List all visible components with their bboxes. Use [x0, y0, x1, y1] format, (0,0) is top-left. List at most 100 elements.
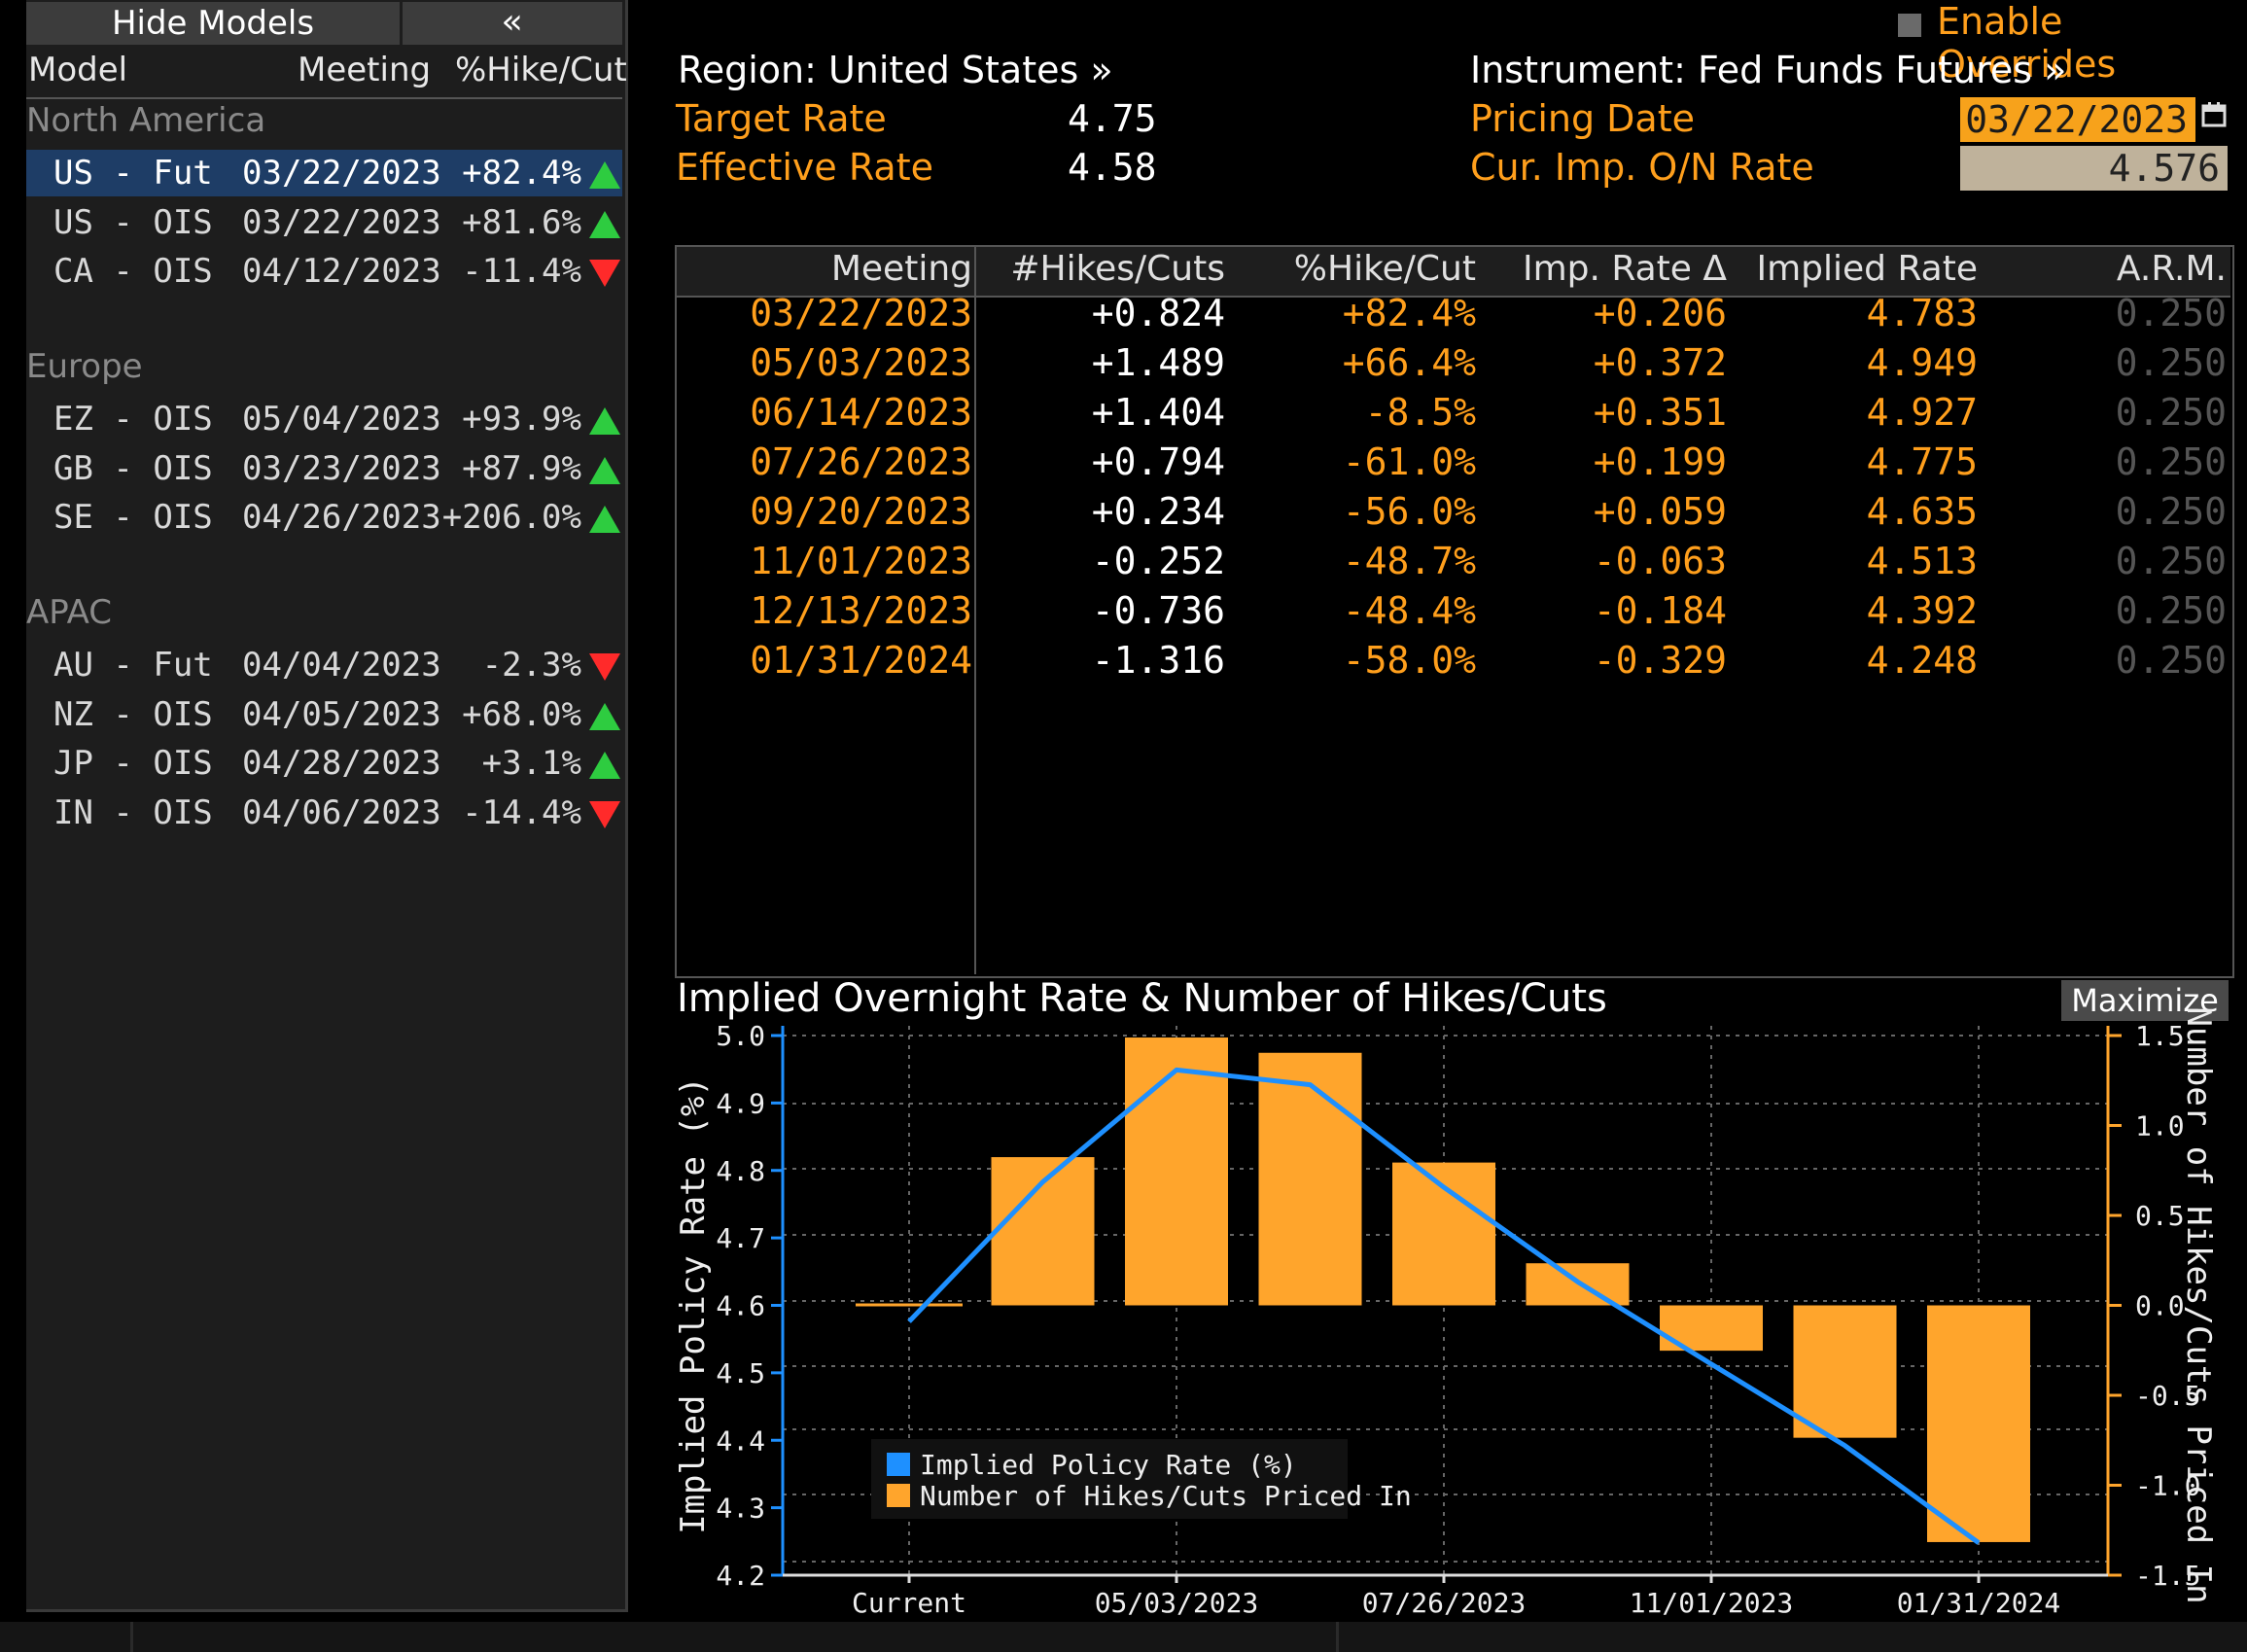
x-tick-label: 07/26/2023: [1362, 1587, 1527, 1619]
table-cell: 4.775: [1866, 440, 1978, 483]
collapse-panel-icon[interactable]: «: [403, 2, 622, 45]
left-tick-label: 4.3: [716, 1493, 765, 1525]
right-tick-label: -1.5: [2135, 1560, 2200, 1592]
region-heading: North America: [26, 101, 266, 140]
chart-title: Implied Overnight Rate & Number of Hikes…: [677, 976, 1607, 1021]
model-name: IN - OIS: [53, 792, 213, 832]
model-row[interactable]: SE - OIS 04/26/2023 +206.0%: [26, 494, 622, 541]
model-name: JP - OIS: [53, 744, 213, 783]
table-cell: -8.5%: [1364, 391, 1476, 434]
table-cell: +0.234: [1091, 490, 1225, 533]
table-cell: -48.7%: [1342, 540, 1476, 582]
model-meeting-date: 04/12/2023: [242, 252, 441, 291]
table-cell: +0.199: [1593, 440, 1727, 483]
th-implied-rate[interactable]: Implied Rate: [1756, 249, 1978, 289]
table-cell: +82.4%: [1342, 292, 1476, 334]
right-tick-label: 1.0: [2135, 1110, 2185, 1142]
table-cell: -48.4%: [1342, 589, 1476, 632]
model-name: AU - Fut: [53, 646, 213, 685]
model-meeting-date: 03/22/2023: [242, 202, 441, 242]
model-pct: -14.4%: [462, 792, 581, 832]
left-tick-label: 4.9: [716, 1087, 765, 1119]
model-row[interactable]: NZ - OIS 04/05/2023 +68.0%: [26, 691, 622, 738]
status-bar: [0, 1622, 2247, 1652]
calendar-icon[interactable]: [2201, 101, 2227, 128]
table-cell: 0.250: [2115, 589, 2227, 632]
model-row[interactable]: IN - OIS 04/06/2023 -14.4%: [26, 790, 622, 836]
model-pct: -11.4%: [462, 252, 581, 291]
model-pct: +206.0%: [441, 498, 581, 537]
model-meeting-date: 04/06/2023: [242, 792, 441, 832]
table-cell-meeting[interactable]: 07/26/2023: [750, 440, 972, 483]
table-cell-meeting[interactable]: 06/14/2023: [750, 391, 972, 434]
target-rate-value: 4.75: [1068, 97, 1157, 140]
table-cell: +0.206: [1593, 292, 1727, 334]
hide-models-button[interactable]: Hide Models: [26, 2, 400, 45]
table-cell: -56.0%: [1342, 490, 1476, 533]
hikes-bar: [1927, 1305, 2030, 1542]
model-pct: +68.0%: [462, 694, 581, 734]
down-arrow-icon: [589, 260, 620, 287]
up-arrow-icon: [589, 161, 620, 189]
implied-rate-line: [907, 1067, 1981, 1545]
th-meeting[interactable]: Meeting: [830, 249, 972, 289]
models-header-pct: %Hike/Cut: [455, 51, 627, 89]
table-cell: 0.250: [2115, 292, 2227, 334]
table-cell-meeting[interactable]: 03/22/2023: [750, 292, 972, 334]
enable-overrides-checkbox[interactable]: [1898, 14, 1921, 37]
model-row[interactable]: US - OIS 03/22/2023 +81.6%: [26, 199, 622, 246]
model-row[interactable]: EZ - OIS 05/04/2023 +93.9%: [26, 396, 622, 442]
models-header-model: Model: [28, 51, 128, 89]
table-cell-meeting[interactable]: 01/31/2024: [750, 639, 972, 682]
left-tick-label: 4.7: [716, 1222, 765, 1254]
status-bar-divider: [130, 1622, 133, 1652]
table-cell: -1.316: [1091, 639, 1225, 682]
enable-overrides-label[interactable]: Enable Overrides: [1937, 0, 2117, 86]
meetings-table-header: [677, 247, 2230, 298]
pricing-date-label: Pricing Date: [1470, 97, 1695, 140]
hikes-bar: [856, 1303, 963, 1307]
right-tick-label: 0.5: [2135, 1200, 2185, 1232]
table-cell: -0.736: [1091, 589, 1225, 632]
table-cell-meeting[interactable]: 09/20/2023: [750, 490, 972, 533]
maximize-button[interactable]: Maximize: [2061, 980, 2229, 1021]
right-tick-label: 1.5: [2135, 1020, 2185, 1052]
down-arrow-icon: [589, 653, 620, 681]
imp-rate-input[interactable]: 4.576: [1960, 146, 2228, 191]
models-header-divider: [26, 97, 622, 99]
table-cell: -0.184: [1593, 589, 1727, 632]
model-name: CA - OIS: [53, 252, 213, 291]
th-hikes-cuts[interactable]: #Hikes/Cuts: [1010, 249, 1225, 289]
model-row[interactable]: JP - OIS 04/28/2023 +3.1%: [26, 740, 622, 787]
model-meeting-date: 04/26/2023: [242, 498, 441, 537]
model-row[interactable]: CA - OIS 04/12/2023 -11.4%: [26, 248, 622, 295]
effective-rate-value: 4.58: [1068, 146, 1157, 189]
left-tick-label: 5.0: [716, 1020, 765, 1052]
model-row[interactable]: US - Fut 03/22/2023 +82.4%: [26, 150, 622, 196]
model-pct: +93.9%: [462, 400, 581, 439]
table-cell: 4.927: [1866, 391, 1978, 434]
table-cell-meeting[interactable]: 11/01/2023: [750, 540, 972, 582]
model-name: EZ - OIS: [53, 400, 213, 439]
model-row[interactable]: AU - Fut 04/04/2023 -2.3%: [26, 642, 622, 688]
th-imp-rate-delta[interactable]: Imp. Rate Δ: [1522, 249, 1727, 289]
table-cell: 4.783: [1866, 292, 1978, 334]
right-tick-label: 0.0: [2135, 1290, 2185, 1322]
table-cell: 0.250: [2115, 440, 2227, 483]
table-cell-meeting[interactable]: 05/03/2023: [750, 341, 972, 384]
x-tick-label: 11/01/2023: [1630, 1587, 1794, 1619]
instrument-selector[interactable]: Instrument: Fed Funds Futures »: [1470, 49, 2067, 91]
down-arrow-icon: [589, 800, 620, 828]
table-cell: 0.250: [2115, 639, 2227, 682]
left-tick-label: 4.2: [716, 1560, 765, 1592]
model-row[interactable]: GB - OIS 03/23/2023 +87.9%: [26, 445, 622, 492]
table-cell: -0.329: [1593, 639, 1727, 682]
models-header-meeting: Meeting: [298, 51, 432, 89]
table-cell: +0.059: [1593, 490, 1727, 533]
th-pct-hike-cut[interactable]: %Hike/Cut: [1293, 249, 1476, 289]
th-arm[interactable]: A.R.M.: [2116, 249, 2227, 289]
status-bar-divider: [1336, 1622, 1339, 1652]
table-cell-meeting[interactable]: 12/13/2023: [750, 589, 972, 632]
pricing-date-input[interactable]: 03/22/2023: [1960, 97, 2195, 142]
region-selector[interactable]: Region: United States »: [678, 49, 1113, 91]
